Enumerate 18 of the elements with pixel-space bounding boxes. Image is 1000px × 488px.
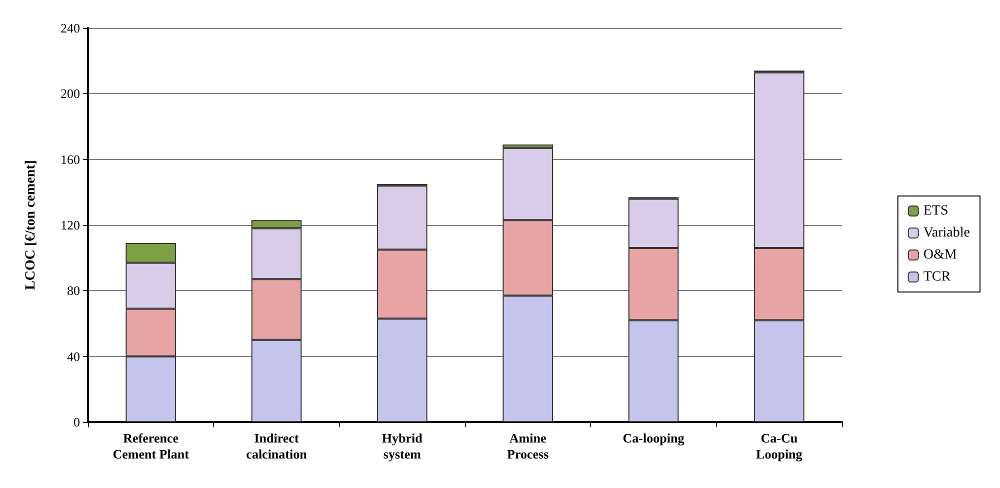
x-tick-label: Indirect calcination bbox=[246, 430, 308, 462]
y-tick-label: 240 bbox=[60, 20, 80, 36]
y-tick-label: 160 bbox=[60, 152, 80, 167]
y-tick-label: 80 bbox=[67, 283, 80, 298]
legend-label: O&M bbox=[923, 248, 958, 262]
x-tick-label: Ca-Cu Looping bbox=[756, 430, 803, 462]
y-tick-label: 120 bbox=[60, 218, 80, 232]
legend-label: ETS bbox=[923, 204, 948, 218]
legend-label: TCR bbox=[923, 270, 952, 284]
x-tick-label: Amine Process bbox=[507, 430, 549, 462]
legend-label: Variable bbox=[923, 226, 970, 240]
y-axis-title: LCOC [€/ton cement] bbox=[24, 160, 38, 290]
y-tick-label: 200 bbox=[60, 86, 80, 102]
y-tick-label: 0 bbox=[74, 414, 80, 430]
x-tick-label: Hybrid system bbox=[382, 430, 424, 462]
x-tick-label: Ca-looping bbox=[622, 430, 685, 446]
y-tick-label: 40 bbox=[67, 348, 80, 364]
x-tick-label: Reference Cement Plant bbox=[112, 430, 190, 462]
